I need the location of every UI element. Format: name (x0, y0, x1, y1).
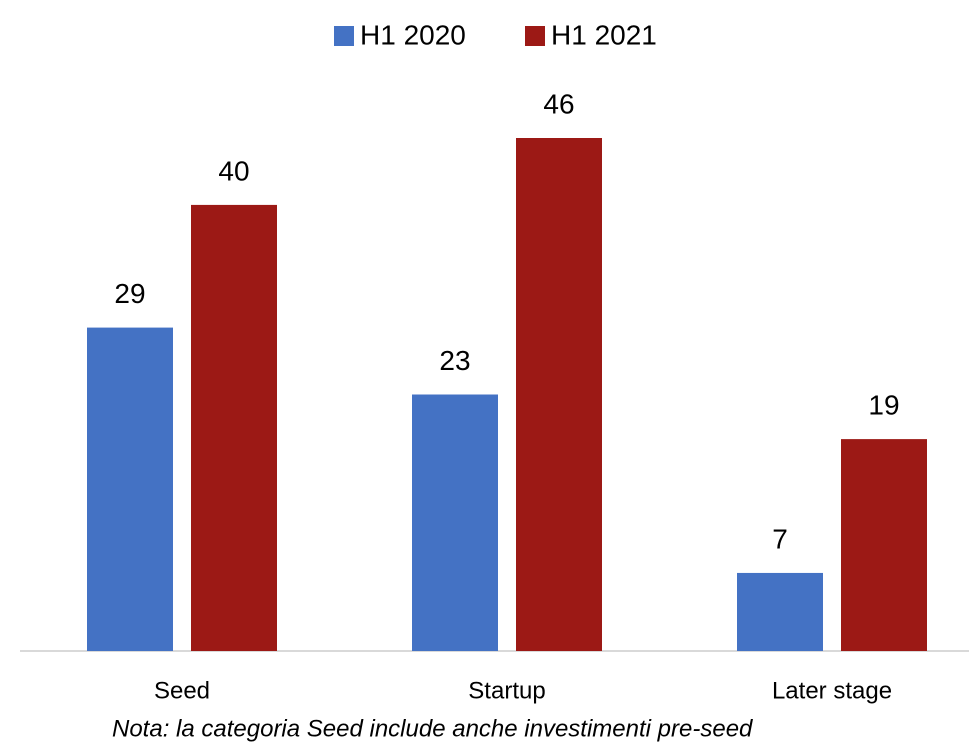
legend-swatch (334, 26, 354, 46)
chart-note: Nota: la categoria Seed include anche in… (112, 715, 753, 742)
legend-swatch (525, 26, 545, 46)
data-label: 40 (218, 155, 249, 186)
x-tick-label: Later stage (772, 677, 892, 704)
bar (191, 204, 277, 652)
legend-label: H1 2021 (551, 19, 657, 50)
x-tick-label: Startup (468, 677, 545, 704)
bar (516, 138, 602, 651)
legend-label: H1 2020 (360, 19, 466, 50)
data-label: 23 (439, 345, 470, 376)
data-label: 19 (868, 389, 899, 420)
data-label: 46 (543, 88, 574, 119)
bar (737, 572, 823, 651)
bar (412, 394, 498, 651)
x-tick-label: Seed (154, 677, 210, 704)
bar (87, 327, 173, 651)
data-label: 7 (772, 523, 788, 554)
bar (841, 439, 927, 651)
data-label: 29 (114, 278, 145, 309)
